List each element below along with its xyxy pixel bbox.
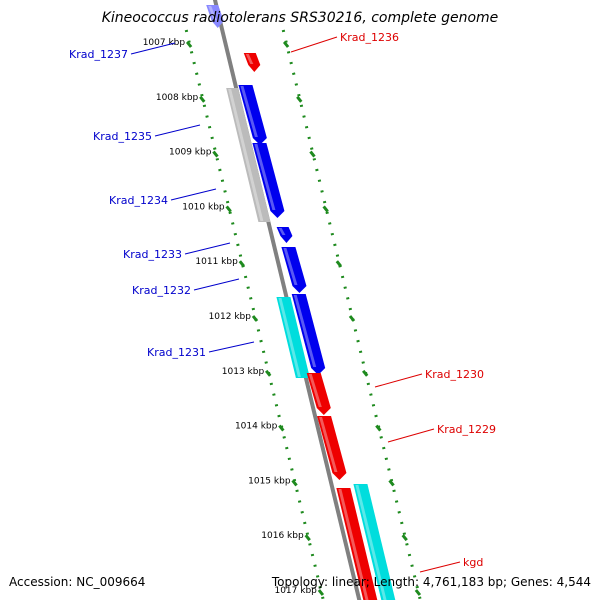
ruler-tick-label: 1009 kbp [169,148,212,158]
ruler-tick-label: 1007 kbp [143,38,186,48]
ruler-tick-label: 1017 kbp [274,586,317,596]
gene-box-krad-1229[interactable] [317,416,347,480]
gene-leader-line [208,341,255,353]
ruler-major-tick [414,589,422,596]
ruler-major-tick [335,260,342,268]
ruler-major-tick [388,479,395,487]
ruler-tick-label: 1011 kbp [195,257,238,267]
gene-leader-line [387,428,435,443]
ruler-major-tick [362,369,369,377]
genome-summary-text: Topology: linear; Length: 4,761,183 bp; … [271,575,591,589]
map-title: Kineococcus radiotolerans SRS30216, comp… [102,10,499,26]
ruler-tick-label: 1013 kbp [222,367,265,377]
gene-box-krad-1235[interactable] [238,85,267,145]
label-layer: Krad_1237 Krad_1236 Krad_1235 Krad_1234 Krad… [69,31,496,573]
gene-label[interactable]: Krad_1230 [425,368,484,381]
gene-label[interactable]: Krad_1232 [132,284,191,297]
gene-leader-line [184,242,231,255]
gene-box-kgd-locus[interactable] [353,484,396,600]
ruler-major-tick [309,150,316,158]
ruler-major-tick [375,424,382,432]
gene-leader-line [193,278,240,291]
accession-text: Accession: NC_009664 [9,575,145,589]
gene-leader-line [154,124,201,137]
ruler-major-tick [348,315,356,322]
ruler-major-tick [238,260,245,268]
gene-label[interactable]: Krad_1231 [147,346,206,359]
gene-box-krad-1231[interactable] [291,294,326,375]
ruler-major-tick [185,41,193,48]
ruler-tick-label: 1008 kbp [156,93,199,103]
gene-box-krad-1230[interactable] [306,373,331,415]
ruler-major-tick [265,369,272,377]
gene-leader-line [130,42,176,55]
ruler-tick-label: 1010 kbp [182,202,225,212]
ruler-major-tick [225,205,232,213]
gene-box-kgd[interactable] [336,488,378,600]
gene-label[interactable]: Krad_1234 [109,194,168,207]
gene-box-krad-1232[interactable] [281,247,307,293]
gene-box-krad-1234[interactable] [252,143,285,218]
ruler-tick-label: 1015 kbp [248,476,291,486]
gene-box-krad-1235-locus[interactable] [226,88,271,222]
gene-box-krad-1237[interactable] [206,5,224,28]
ruler-major-tick [304,534,311,542]
gene-label[interactable]: Krad_1235 [93,130,152,143]
gene-leader-line [419,561,461,573]
gene-box-krad-1231-locus[interactable] [276,297,310,378]
feature-layer [206,5,396,600]
gene-box-krad-1236[interactable] [243,53,261,72]
ruler-major-tick [278,424,285,432]
gene-label[interactable]: kgd [463,556,483,569]
ruler-major-tick [291,479,298,487]
gene-leader-line [290,36,338,53]
ruler-major-tick [282,41,290,48]
ruler-layer: 1007 kbp 1008 kbp 1009 kbp 1010 kbp 1011 kbp… [143,29,422,600]
ruler-major-tick [199,95,206,103]
ruler-major-tick [212,150,219,158]
gene-leader-line [170,188,217,201]
gene-label[interactable]: Krad_1236 [340,31,399,44]
ruler-tick-label: 1012 kbp [209,312,252,322]
gene-box-krad-1233[interactable] [276,227,293,243]
ruler-tick-label: 1016 kbp [261,531,304,541]
ruler-tick-label: 1014 kbp [235,422,278,432]
gene-label[interactable]: Krad_1229 [437,423,496,436]
gene-label[interactable]: Krad_1237 [69,48,128,61]
ruler-major-tick [401,534,408,542]
gene-label[interactable]: Krad_1233 [123,248,182,261]
ruler-major-tick [251,315,259,322]
gene-leader-line [374,373,423,388]
ruler-major-tick [322,205,329,213]
ruler-major-tick [296,95,303,103]
ruler-major-tick [317,589,325,596]
